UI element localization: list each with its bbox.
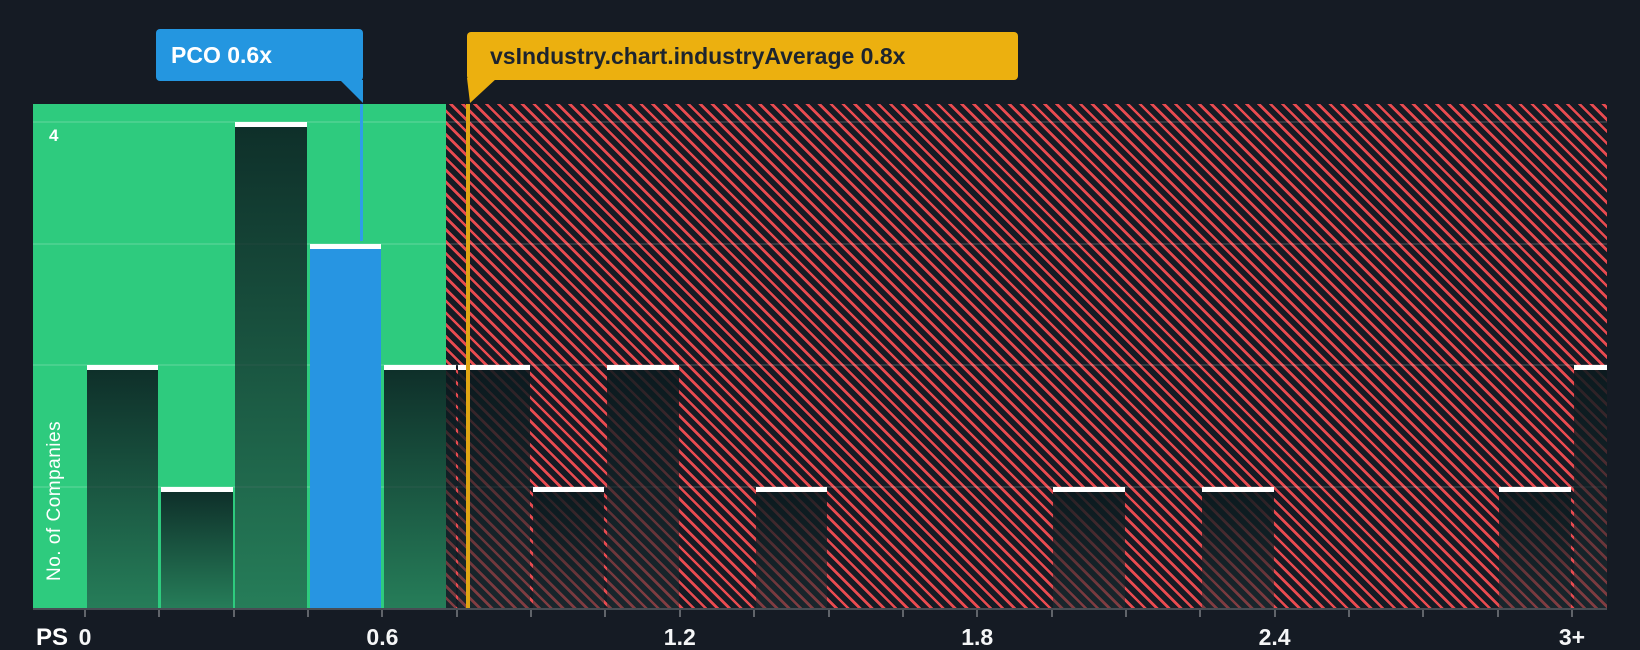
x-axis-tick (1273, 610, 1276, 617)
histogram-bar[interactable] (383, 365, 456, 608)
bar-top-cap (1201, 486, 1274, 492)
bar-top-cap (1573, 365, 1607, 370)
bar-top-cap (383, 365, 456, 370)
x-axis-tick (1422, 610, 1425, 617)
x-axis-tick-label: 1.2 (663, 624, 696, 650)
company-value-line (360, 104, 363, 241)
bar-fill (1201, 491, 1274, 608)
histogram-bar[interactable] (755, 486, 828, 608)
x-axis-tick (84, 610, 86, 617)
bar-fill (532, 491, 605, 608)
x-axis-tick (976, 610, 979, 617)
bar-top-cap (309, 243, 382, 249)
x-axis-tick (381, 610, 384, 617)
industry-average-tooltip-pointer (467, 78, 497, 103)
x-axis-tick-label: 0.6 (366, 624, 399, 650)
x-axis-tick-label: 3+ (1558, 624, 1586, 650)
x-axis-tick (827, 610, 830, 617)
bar-fill (309, 248, 382, 608)
histogram-bar[interactable] (235, 122, 308, 608)
x-axis-tick (530, 610, 533, 617)
histogram-bar[interactable] (1053, 486, 1125, 608)
histogram-bar[interactable] (160, 486, 233, 608)
x-axis-tick (753, 610, 756, 617)
company-tooltip-pointer (340, 80, 363, 103)
histogram-bar[interactable] (1573, 365, 1607, 608)
bar-top-cap (755, 486, 828, 492)
bar-top-cap (458, 365, 531, 370)
x-axis-tick (1199, 610, 1202, 617)
bar-fill (458, 370, 531, 608)
x-axis-tick-label: 0 (78, 624, 92, 650)
bar-fill (383, 370, 456, 608)
bar-fill (160, 491, 233, 608)
bar-fill (755, 491, 828, 608)
bar-top-cap (160, 486, 233, 492)
x-axis-tick (307, 610, 310, 617)
x-axis-tick-label: 2.4 (1258, 624, 1291, 650)
x-axis-tick (1124, 610, 1127, 617)
x-axis-tick (232, 610, 235, 617)
histogram-bar[interactable] (458, 365, 531, 608)
histogram-bar[interactable] (1201, 486, 1274, 608)
bar-fill (86, 370, 159, 608)
bar-fill (606, 370, 679, 608)
company-tooltip[interactable]: PCO 0.6x (156, 29, 363, 81)
histogram-bar[interactable] (606, 365, 679, 608)
bar-fill (1053, 491, 1125, 608)
x-axis-tick (1496, 610, 1499, 617)
x-axis-tick (158, 610, 161, 617)
gridline (33, 121, 1607, 123)
y-axis-title: No. of Companies (44, 420, 65, 581)
x-axis-tick (1571, 610, 1573, 617)
bar-fill (1573, 370, 1607, 608)
x-axis-tick (678, 610, 681, 617)
y-axis-max-label: 4 (49, 126, 59, 145)
histogram-bar[interactable] (532, 486, 605, 608)
bar-top-cap (532, 486, 605, 492)
x-axis-tick-label: 1.8 (961, 624, 994, 650)
bar-fill (1499, 491, 1571, 608)
x-axis-tick (455, 610, 458, 617)
gridline (33, 242, 1607, 245)
company-tooltip-label: PCO 0.6x (171, 41, 272, 68)
x-axis-name: PS (36, 624, 69, 650)
bar-top-cap (606, 365, 679, 370)
industry-average-tooltip-label: vsIndustry.chart.industryAverage 0.8x (490, 42, 906, 69)
bar-top-cap (1053, 486, 1125, 492)
histogram-bar-highlighted[interactable] (309, 243, 382, 608)
industry-average-line (466, 104, 470, 608)
x-axis-tick (1050, 610, 1053, 617)
industry-average-tooltip[interactable]: vsIndustry.chart.industryAverage 0.8x (467, 32, 1018, 80)
x-axis-tick (604, 610, 607, 617)
bar-top-cap (235, 122, 308, 127)
x-axis-tick (901, 610, 904, 617)
gridline (33, 364, 1607, 366)
chart-plot-area (33, 104, 1607, 608)
histogram-bar[interactable] (86, 365, 159, 608)
bar-fill (235, 127, 308, 608)
bar-top-cap (86, 365, 159, 370)
x-axis-tick (1347, 610, 1350, 617)
x-axis-line (33, 608, 1607, 610)
bar-top-cap (1499, 486, 1571, 492)
histogram-bar[interactable] (1499, 486, 1571, 608)
